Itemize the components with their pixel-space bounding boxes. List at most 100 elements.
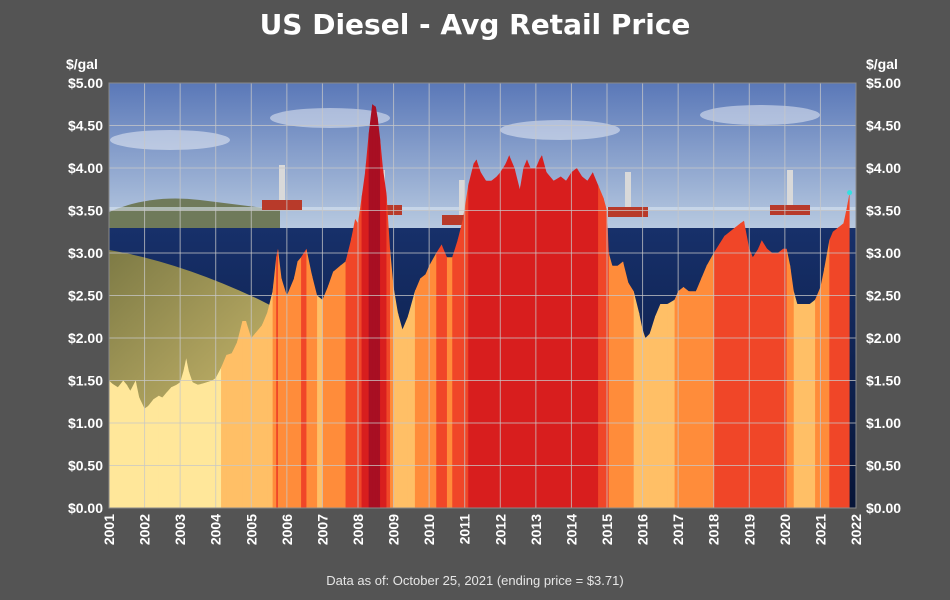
y-tick-label-right: $2.00 [866,330,901,346]
x-tick-label: 2022 [848,514,864,545]
price-strip [476,104,482,508]
price-strip [272,104,277,508]
y-axis-unit-left: $/gal [66,56,98,72]
x-tick-label: 2017 [670,514,686,545]
price-strip [333,104,341,508]
price-strip [267,104,274,508]
price-strip [382,104,388,508]
price-strip [293,104,299,508]
x-tick-label: 2011 [457,514,473,545]
x-tick-label: 2006 [279,514,295,545]
price-strip [297,104,302,508]
price-strip [301,104,308,508]
oil-platform [262,200,302,210]
price-strip [446,104,453,508]
price-strip [633,104,640,508]
x-tick-label: 2013 [528,514,544,545]
price-strip [436,104,443,508]
price-strip [623,104,629,508]
price-strip [414,104,421,508]
price-strip [802,104,811,508]
oil-derrick [279,165,285,200]
price-strip [838,104,845,508]
y-tick-label-left: $0.00 [68,500,103,516]
y-tick-label-right: $0.50 [866,458,901,474]
price-strip [281,104,288,508]
cloud [500,120,620,140]
price-strip [535,104,541,508]
x-tick-label: 2002 [137,514,153,545]
price-strip [829,104,834,508]
x-tick-label: 2004 [208,514,224,545]
x-tick-label: 2015 [599,514,615,545]
price-strip [322,104,329,508]
y-tick-label-right: $4.00 [866,160,901,176]
price-strip [761,104,768,508]
x-tick-label: 2019 [741,514,757,545]
price-strip [612,104,619,508]
price-strip [390,104,395,508]
price-strip [688,104,697,508]
price-strip [541,104,548,508]
price-strip [380,104,384,508]
price-strip [368,104,373,508]
price-strip [740,104,745,508]
price-strip [790,104,795,508]
x-tick-label: 2007 [314,514,330,545]
price-strip [372,104,377,508]
oil-platform [608,207,648,217]
price-strip [277,104,283,508]
price-strip [724,104,731,508]
price-strip [500,104,507,508]
price-strip [462,104,469,508]
price-strip [386,104,391,508]
y-tick-label-right: $0.00 [866,500,901,516]
price-strip [628,104,635,508]
price-strip [772,104,779,508]
oil-platform [442,215,482,225]
price-strip [276,104,279,508]
price-strip [713,104,720,508]
price-strip [452,104,459,508]
x-tick-label: 2010 [421,514,437,545]
price-strip [377,104,381,508]
price-strip [797,104,804,508]
price-strip [365,104,370,508]
price-strip [480,104,487,508]
price-strip [793,104,798,508]
price-strip [546,104,555,508]
x-tick-label: 2012 [492,514,508,545]
price-strip [496,104,501,508]
x-tick-label: 2005 [243,514,259,545]
price-strip [566,104,573,508]
price-strip [526,104,532,508]
price-strip [719,104,725,508]
price-strip [786,104,791,508]
price-strip [743,104,750,508]
price-strip [441,104,448,508]
price-strip [505,104,510,508]
price-strip [823,104,830,508]
price-strip [735,104,741,508]
cloud [700,105,820,125]
price-strip [607,104,610,508]
price-strip [286,104,295,508]
y-tick-label-right: $5.00 [866,75,901,91]
price-strip [843,104,848,508]
price-strip [514,104,521,508]
price-strip [820,104,825,508]
price-strip [361,104,366,508]
price-strip [706,104,715,508]
axes: $0.00 $0.00 $0.50 $0.50 $1.00 $1.00 $1.50 $1.50… [68,75,901,545]
price-strip [355,104,359,508]
y-tick-label-left: $4.00 [68,160,103,176]
price-strip [598,104,605,508]
x-tick-label: 2021 [812,514,828,545]
price-strip [375,104,379,508]
price-strip [608,104,613,508]
oil-derrick [625,172,631,207]
price-strip [311,104,318,508]
price-strip [617,104,624,508]
price-strip [560,104,567,508]
